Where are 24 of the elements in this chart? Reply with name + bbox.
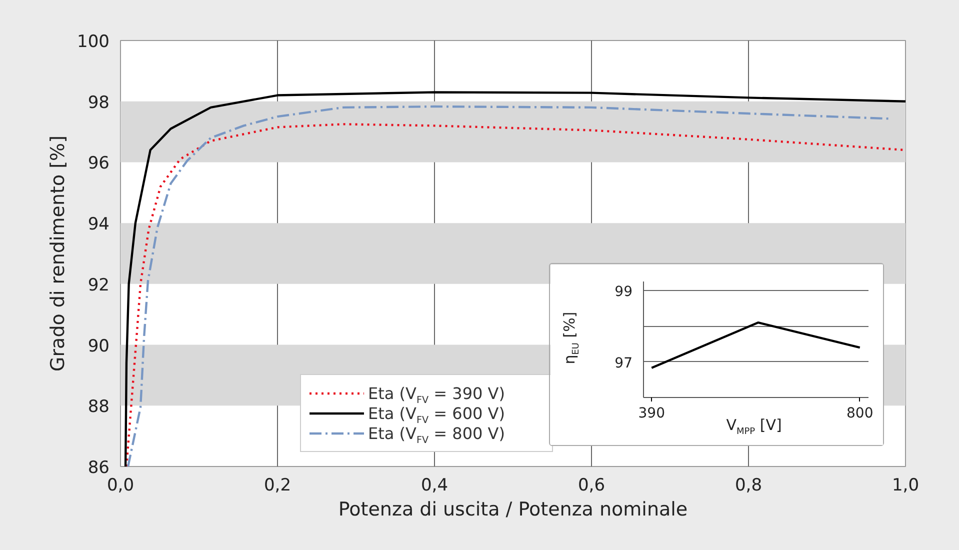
y-tick-label: 86 — [88, 458, 110, 478]
x-tick-label: 1,0 — [892, 476, 920, 496]
x-tick-label: 390 — [638, 406, 665, 422]
y-tick-label: 88 — [88, 397, 110, 418]
y-tick-label: 99 — [614, 284, 633, 300]
y-axis-title: Grado di rendimento [%] — [47, 136, 70, 372]
x-tick-label: 0,6 — [578, 476, 606, 496]
y-tick-label: 100 — [77, 32, 110, 52]
y-tick-label: 98 — [88, 92, 110, 113]
x-tick-label: 0,0 — [106, 476, 134, 496]
x-axis-title: Potenza di uscita / Potenza nominale — [338, 498, 688, 520]
y-tick-label: 92 — [88, 275, 110, 296]
x-axis-title: V$_{MPP}$ [V] — [726, 416, 782, 437]
legend-label: Eta (V$_{FV}$ = 600 V) — [368, 404, 505, 426]
legend-label: Eta (V$_{FV}$ = 390 V) — [368, 384, 505, 406]
x-tick-label: 0,8 — [734, 476, 762, 496]
x-tick-label: 800 — [846, 406, 874, 422]
y-tick-label: 97 — [614, 355, 633, 372]
y-tick-label: 96 — [88, 154, 110, 174]
x-tick-label: 0,4 — [420, 476, 448, 496]
y-tick-label: 94 — [88, 214, 110, 235]
x-tick-label: 0,2 — [264, 476, 292, 496]
legend-label: Eta (V$_{FV}$ = 800 V) — [368, 424, 505, 448]
y-tick-label: 90 — [88, 336, 110, 356]
